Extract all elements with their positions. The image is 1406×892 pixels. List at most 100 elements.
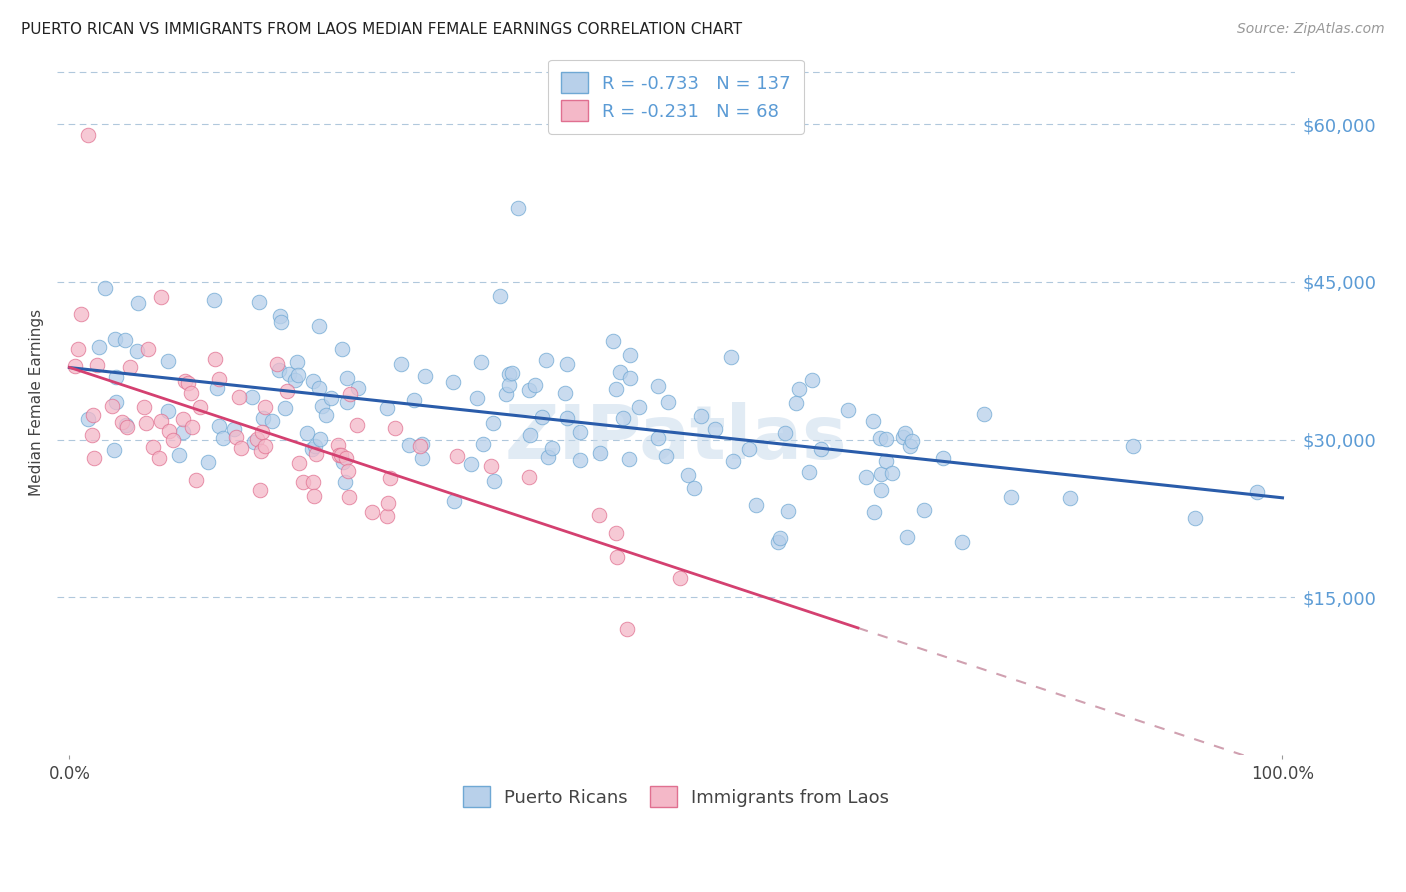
Point bbox=[134, 400, 156, 414]
Point bbox=[676, 467, 699, 482]
Point bbox=[335, 371, 357, 385]
Point bbox=[150, 415, 173, 429]
Point bbox=[898, 439, 921, 453]
Point bbox=[292, 475, 315, 490]
Point bbox=[86, 358, 108, 372]
Point bbox=[443, 493, 465, 508]
Point bbox=[208, 418, 231, 433]
Point bbox=[184, 473, 207, 487]
Point bbox=[228, 390, 250, 404]
Point bbox=[797, 465, 820, 479]
Point bbox=[720, 350, 742, 364]
Point bbox=[135, 417, 157, 431]
Point bbox=[896, 530, 918, 544]
Point bbox=[862, 415, 884, 429]
Point bbox=[377, 496, 399, 510]
Text: PUERTO RICAN VS IMMIGRANTS FROM LAOS MEDIAN FEMALE EARNINGS CORRELATION CHART: PUERTO RICAN VS IMMIGRANTS FROM LAOS MED… bbox=[21, 22, 742, 37]
Point bbox=[384, 421, 406, 435]
Point bbox=[932, 451, 955, 466]
Point bbox=[721, 454, 744, 468]
Point bbox=[142, 440, 165, 454]
Point bbox=[541, 441, 564, 455]
Point bbox=[773, 425, 796, 440]
Point bbox=[862, 505, 884, 519]
Point bbox=[240, 390, 263, 404]
Point bbox=[205, 381, 228, 395]
Point bbox=[536, 353, 558, 368]
Point bbox=[172, 425, 194, 439]
Point bbox=[616, 622, 638, 636]
Point bbox=[80, 427, 103, 442]
Point bbox=[690, 409, 713, 424]
Point bbox=[1246, 484, 1268, 499]
Point bbox=[94, 281, 117, 295]
Point bbox=[605, 525, 627, 540]
Point bbox=[488, 289, 510, 303]
Point bbox=[619, 348, 641, 362]
Point bbox=[411, 450, 433, 465]
Point bbox=[211, 431, 233, 445]
Point bbox=[278, 367, 301, 381]
Point bbox=[470, 355, 492, 369]
Point bbox=[484, 475, 506, 489]
Point bbox=[276, 384, 298, 398]
Point bbox=[375, 401, 398, 415]
Point bbox=[336, 395, 359, 409]
Point bbox=[800, 373, 823, 387]
Point bbox=[361, 505, 384, 519]
Legend: Puerto Ricans, Immigrants from Laos: Puerto Ricans, Immigrants from Laos bbox=[454, 778, 898, 816]
Point bbox=[1000, 491, 1022, 505]
Point bbox=[517, 470, 540, 484]
Point bbox=[301, 442, 323, 456]
Point bbox=[266, 357, 288, 371]
Point bbox=[162, 433, 184, 447]
Point bbox=[346, 417, 368, 432]
Point bbox=[901, 434, 924, 448]
Point bbox=[568, 425, 591, 439]
Point bbox=[301, 374, 323, 388]
Point bbox=[855, 469, 877, 483]
Point bbox=[588, 508, 610, 523]
Point bbox=[87, 340, 110, 354]
Point bbox=[70, 307, 93, 321]
Point bbox=[330, 342, 353, 356]
Point bbox=[411, 436, 433, 450]
Point bbox=[471, 437, 494, 451]
Point bbox=[745, 498, 768, 512]
Point bbox=[117, 420, 139, 434]
Point bbox=[120, 359, 142, 374]
Point bbox=[768, 535, 790, 549]
Point bbox=[537, 450, 560, 464]
Point bbox=[308, 318, 330, 333]
Point bbox=[335, 451, 357, 466]
Point bbox=[83, 450, 105, 465]
Point bbox=[554, 385, 576, 400]
Point bbox=[875, 453, 897, 467]
Point bbox=[973, 407, 995, 421]
Point bbox=[224, 422, 246, 436]
Point bbox=[738, 442, 761, 456]
Point bbox=[288, 456, 311, 470]
Point bbox=[508, 202, 530, 216]
Point bbox=[104, 332, 127, 346]
Point bbox=[252, 410, 274, 425]
Point bbox=[441, 375, 464, 389]
Point bbox=[76, 128, 98, 142]
Point bbox=[339, 387, 361, 401]
Point bbox=[309, 432, 332, 446]
Point bbox=[172, 411, 194, 425]
Y-axis label: Median Female Earnings: Median Female Earnings bbox=[30, 310, 44, 496]
Point bbox=[104, 395, 127, 409]
Point bbox=[409, 439, 432, 453]
Point bbox=[149, 290, 172, 304]
Point bbox=[308, 381, 330, 395]
Point bbox=[1059, 491, 1081, 505]
Point bbox=[332, 455, 354, 469]
Point bbox=[337, 491, 360, 505]
Point bbox=[302, 489, 325, 503]
Point bbox=[180, 420, 202, 434]
Point bbox=[284, 373, 307, 387]
Point bbox=[254, 439, 277, 453]
Point bbox=[517, 384, 540, 398]
Point bbox=[912, 502, 935, 516]
